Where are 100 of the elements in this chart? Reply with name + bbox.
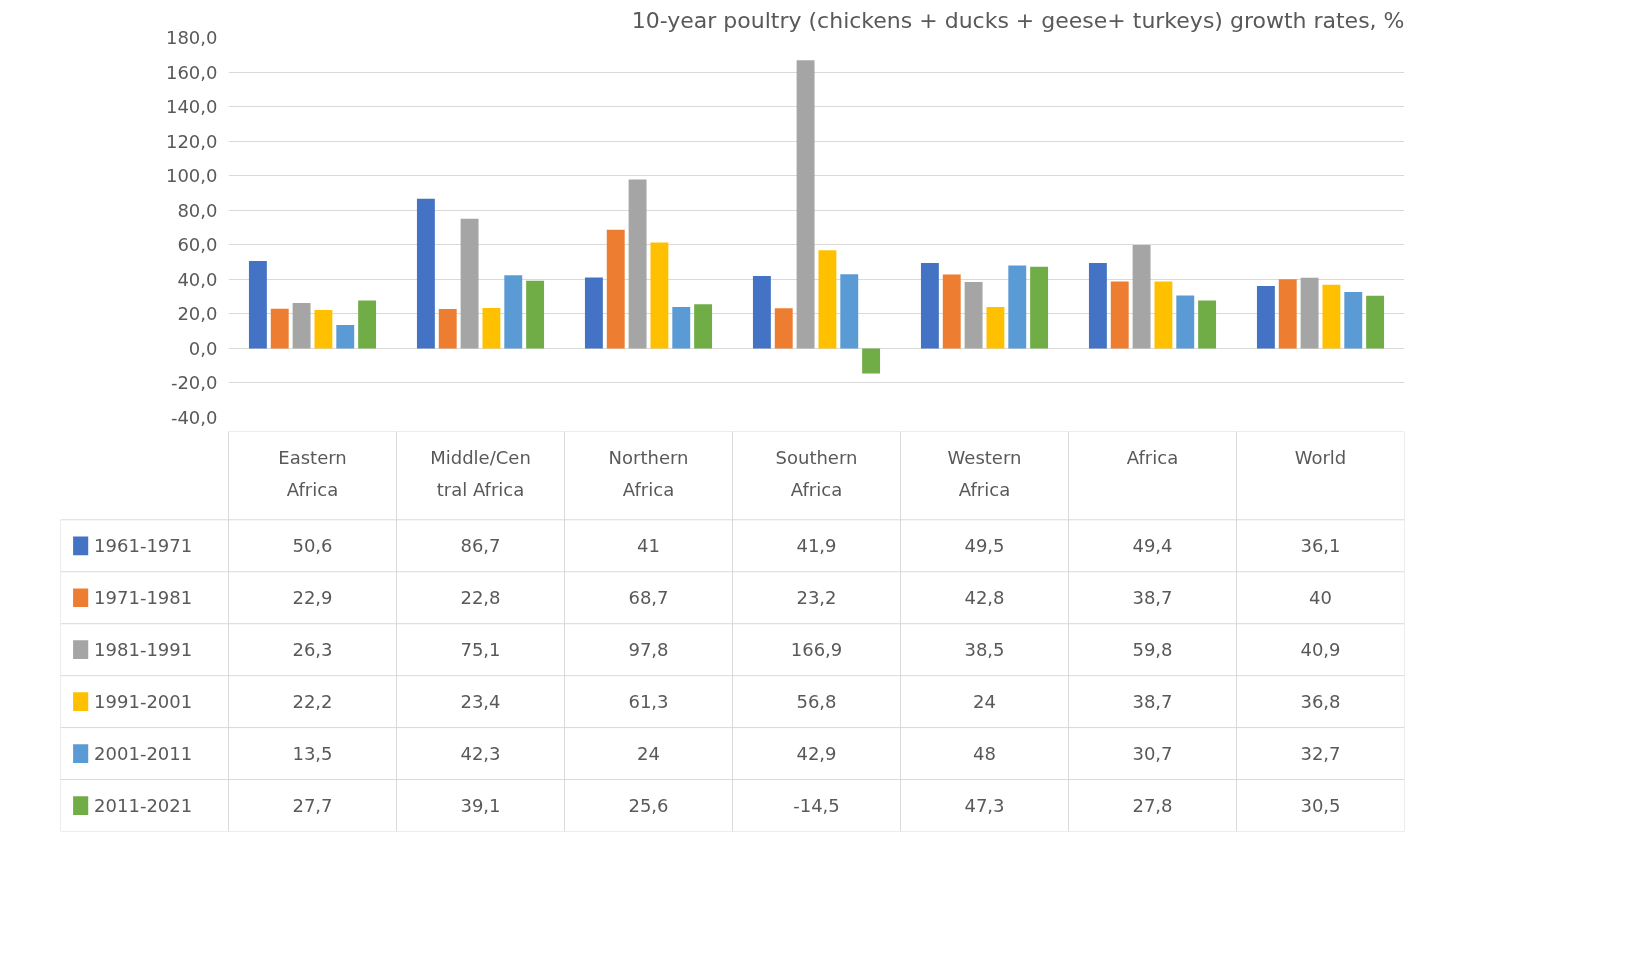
x-tick-label: Middle/Central Africa <box>430 447 531 500</box>
bar <box>1322 284 1341 349</box>
data-label: 42,9 <box>796 743 837 765</box>
legend-label: 1961-1971 <box>94 535 193 557</box>
data-label: 49,5 <box>964 535 1005 557</box>
y-tick-label: 80,0 <box>177 199 218 221</box>
y-tick-label: 160,0 <box>165 61 218 83</box>
data-label: 39,1 <box>460 795 501 817</box>
data-label: 32,7 <box>1300 743 1341 765</box>
bar <box>526 280 545 349</box>
bar <box>1132 245 1151 349</box>
data-label: 38,5 <box>964 639 1005 661</box>
y-tick-label: 180,0 <box>165 27 218 48</box>
bar <box>840 274 859 349</box>
data-label: 47,3 <box>964 795 1005 817</box>
data-label: 49,4 <box>1132 535 1173 557</box>
data-label: 38,7 <box>1132 587 1173 609</box>
data-label: 24 <box>637 743 660 765</box>
data-label: 13,5 <box>292 743 333 765</box>
bar <box>942 274 961 349</box>
data-label: 48 <box>973 743 996 765</box>
data-label: 97,8 <box>628 639 669 661</box>
bar <box>1088 263 1107 349</box>
bar <box>1110 281 1129 349</box>
y-tick-label: 100,0 <box>165 165 218 187</box>
bar <box>650 242 669 349</box>
x-tick-label: Southern Africa <box>775 447 858 500</box>
data-label: 75,1 <box>460 639 501 661</box>
data-label: 23,4 <box>460 691 501 713</box>
bar <box>1198 300 1217 349</box>
bar <box>1278 279 1297 349</box>
bar <box>774 308 793 349</box>
y-tick-label: 140,0 <box>165 96 218 118</box>
data-label: 50,6 <box>292 535 333 557</box>
data-label: 41 <box>637 535 660 557</box>
bar <box>694 304 713 349</box>
bar <box>1030 266 1049 349</box>
data-label: 68,7 <box>628 587 669 609</box>
bar <box>1366 295 1385 349</box>
y-tick-label: 20,0 <box>177 303 218 325</box>
bar <box>584 277 603 349</box>
data-label: 25,6 <box>628 795 669 817</box>
y-tick-label: -20,0 <box>170 372 218 394</box>
bar <box>416 198 435 349</box>
bar <box>292 302 311 349</box>
data-label: 42,3 <box>460 743 501 765</box>
data-label: 38,7 <box>1132 691 1173 713</box>
data-label: 22,9 <box>292 587 333 609</box>
bar <box>1300 277 1319 349</box>
y-tick-label: -40,0 <box>170 407 218 428</box>
data-label: 56,8 <box>796 691 837 713</box>
data-label: 23,2 <box>796 587 837 609</box>
data-label: 26,3 <box>292 639 333 661</box>
legend-label: 1981-1991 <box>94 639 193 661</box>
bar <box>314 310 333 349</box>
chart-title: 10-year poultry (chickens + ducks + geese+ turkeys) growth rates, % <box>631 7 1405 33</box>
bar <box>438 309 457 349</box>
bar <box>862 348 881 374</box>
bar <box>460 218 479 349</box>
y-tick-label: 120,0 <box>165 130 218 152</box>
bar <box>986 306 1005 349</box>
bar <box>482 307 501 349</box>
data-label: 30,7 <box>1132 743 1173 765</box>
legend-label: 1991-2001 <box>94 691 193 713</box>
data-label: 86,7 <box>460 535 501 557</box>
bar <box>358 300 377 349</box>
x-tick-label: Northern Africa <box>608 447 689 500</box>
legend-label: 2001-2011 <box>94 743 193 765</box>
x-tick-label: Africa <box>1126 447 1179 469</box>
bar <box>1256 286 1275 349</box>
y-tick-label: 0,0 <box>188 337 218 359</box>
bar <box>248 261 267 349</box>
bar <box>920 262 939 349</box>
bar <box>1176 295 1195 349</box>
bar <box>964 281 983 349</box>
data-label: 59,8 <box>1132 639 1173 661</box>
bar <box>270 308 289 349</box>
bar <box>606 229 625 349</box>
legend-label: 1971-1981 <box>94 587 193 609</box>
bar <box>336 325 355 349</box>
data-label: -14,5 <box>793 795 840 817</box>
bar <box>504 275 523 349</box>
bar <box>752 276 771 349</box>
data-label: 166,9 <box>790 639 843 661</box>
data-label: 40 <box>1309 587 1332 609</box>
data-label: 30,5 <box>1300 795 1341 817</box>
data-label: 36,8 <box>1300 691 1341 713</box>
y-tick-label: 60,0 <box>177 234 218 256</box>
bar <box>628 179 647 349</box>
bar <box>672 306 691 349</box>
bar <box>818 250 837 349</box>
data-label: 41,9 <box>796 535 837 557</box>
bar <box>1008 265 1027 349</box>
data-label: 27,7 <box>292 795 333 817</box>
x-tick-label: World <box>1294 447 1347 469</box>
data-label: 36,1 <box>1300 535 1341 557</box>
x-tick-label: Western Africa <box>947 447 1022 500</box>
data-label: 27,8 <box>1132 795 1173 817</box>
data-label: 40,9 <box>1300 639 1341 661</box>
data-label: 24 <box>973 691 996 713</box>
